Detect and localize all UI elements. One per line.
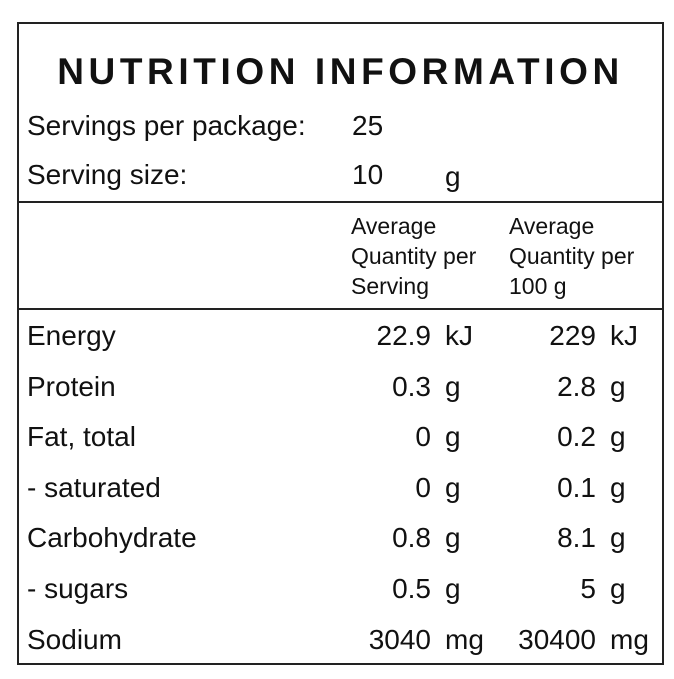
nutrient-name: Sodium xyxy=(27,623,122,655)
per-100g-unit: g xyxy=(610,421,626,453)
per-serving-unit: kJ xyxy=(445,320,473,351)
nutrient-name: - sugars xyxy=(27,573,129,604)
per-100g-unit: mg xyxy=(610,623,649,655)
divider xyxy=(19,201,662,203)
per-100g-value: 8.1 xyxy=(557,522,596,554)
nutrient-name: Fat, total xyxy=(27,421,136,453)
per-serving-value: 3040 xyxy=(368,623,431,655)
per-serving-value: 0.8 xyxy=(392,522,431,554)
serving-size-value: 10 xyxy=(352,159,384,190)
nutrient-name: Energy xyxy=(27,320,116,351)
serving-size-label: Serving size: xyxy=(27,159,188,190)
per-100g-value: 30400 xyxy=(518,623,596,655)
servings-label: Servings per package: xyxy=(27,110,306,141)
nutrition-panel: NUTRITION INFORMATION Servings per packa… xyxy=(17,22,664,665)
per-serving-value: 0 xyxy=(415,421,431,453)
column-header: Average Quantity per 100 g xyxy=(509,213,635,299)
nutrient-name: - saturated xyxy=(27,471,161,503)
column-header: Average Quantity per Serving xyxy=(351,213,477,299)
per-100g-value: 0.2 xyxy=(557,421,596,453)
nutrient-name: Carbohydrate xyxy=(27,522,197,554)
per-100g-value: 2.8 xyxy=(557,370,596,402)
per-100g-value: 5 xyxy=(580,573,596,604)
per-serving-value: 0 xyxy=(415,471,431,503)
per-100g-unit: g xyxy=(610,471,626,503)
divider xyxy=(19,308,662,310)
per-serving-unit: g xyxy=(445,573,461,604)
per-serving-value: 0.3 xyxy=(392,370,431,402)
per-serving-unit: g xyxy=(445,522,461,554)
per-100g-unit: g xyxy=(610,522,626,554)
per-serving-value: 0.5 xyxy=(392,573,431,604)
per-100g-unit: kJ xyxy=(610,320,638,351)
per-serving-unit: g xyxy=(445,471,461,503)
per-serving-unit: mg xyxy=(445,623,484,655)
per-100g-unit: g xyxy=(610,573,626,604)
per-serving-unit: g xyxy=(445,370,461,402)
per-100g-unit: g xyxy=(610,370,626,402)
nutrient-name: Protein xyxy=(27,370,116,402)
per-serving-value: 22.9 xyxy=(376,320,432,351)
title: NUTRITION INFORMATION xyxy=(57,51,624,92)
per-100g-value: 229 xyxy=(549,320,596,351)
per-serving-unit: g xyxy=(445,421,461,453)
per-100g-value: 0.1 xyxy=(557,471,596,503)
servings-value: 25 xyxy=(352,110,384,141)
serving-size-unit: g xyxy=(445,161,461,192)
